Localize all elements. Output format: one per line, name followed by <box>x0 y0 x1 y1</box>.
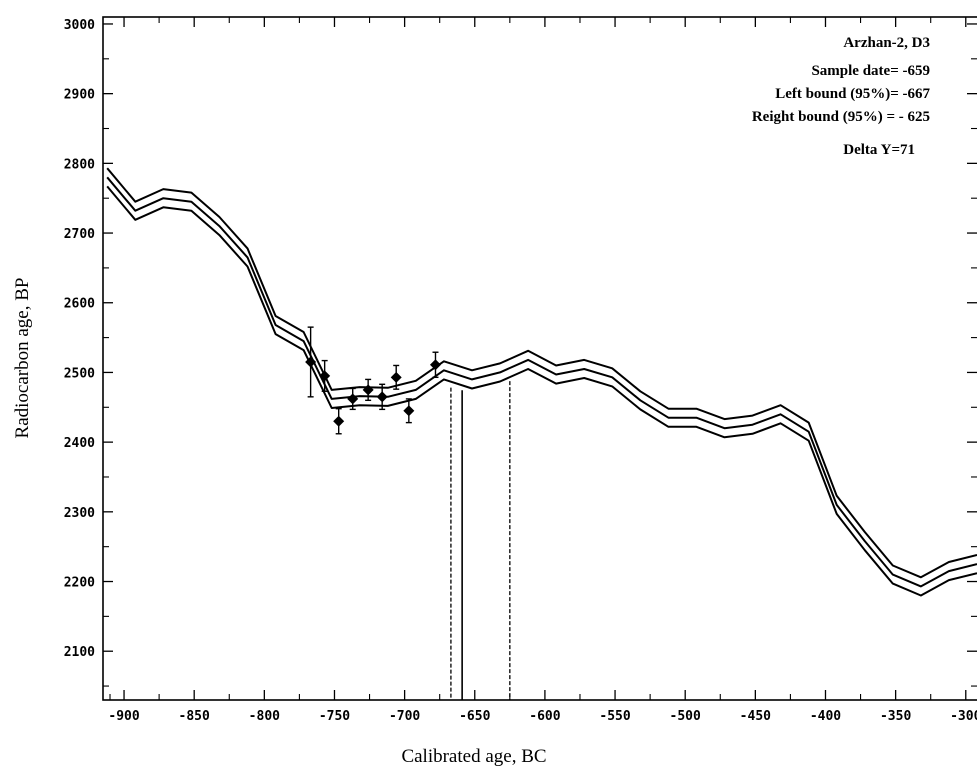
calibration-curves <box>106 167 977 597</box>
sample-point <box>319 370 331 382</box>
sample-point <box>333 415 345 427</box>
plot-area <box>102 16 977 701</box>
annotation-left-bound: Left bound (95%)= -667 <box>775 86 930 102</box>
x-axis-ticks: -900 -850 -800 -750 -700 -650 -600 -550 -500 -450… <box>108 17 977 724</box>
x-tick-label: -350 <box>880 709 911 724</box>
plot-frame <box>102 16 977 701</box>
annotation-delta-y: Delta Y=71 <box>843 142 915 158</box>
x-tick-label: -650 <box>459 709 490 724</box>
annotation-title: Arzhan-2, D3 <box>843 35 930 51</box>
y-axis-ticks: 2100 2200 2300 2400 2500 2600 2700 2800 2900 3000 <box>64 18 977 687</box>
x-tick-label: -700 <box>389 709 420 724</box>
y-tick-label: 2500 <box>64 366 95 381</box>
y-tick-label: 2800 <box>64 157 95 172</box>
date-bounds <box>450 381 511 700</box>
x-tick-label: -750 <box>319 709 350 724</box>
y-tick-label: 2200 <box>64 576 95 591</box>
y-tick-label: 2600 <box>64 297 95 312</box>
y-tick-label: 2300 <box>64 506 95 521</box>
x-tick-label: -450 <box>740 709 771 724</box>
sample-point <box>305 356 317 368</box>
x-tick-label: -600 <box>529 709 560 724</box>
x-tick-label: -500 <box>670 709 701 724</box>
y-tick-label: 3000 <box>64 18 95 33</box>
x-tick-label: -800 <box>249 709 280 724</box>
sample-point <box>429 359 441 371</box>
sample-point <box>390 371 402 383</box>
sample-point <box>376 391 388 403</box>
sample-points <box>305 326 441 435</box>
x-tick-label: -400 <box>810 709 841 724</box>
y-axis-title: Radiocarbon age, BP <box>12 278 33 439</box>
calibration-upper-line <box>106 167 977 579</box>
annotation-right-bound: Reight bound (95%) = - 625 <box>752 109 930 125</box>
y-tick-label: 2400 <box>64 436 95 451</box>
x-axis-title: Calibrated age, BC <box>401 746 546 767</box>
x-tick-label: -550 <box>599 709 630 724</box>
x-tick-label: -900 <box>108 709 139 724</box>
x-tick-label: -300 <box>950 709 977 724</box>
x-tick-label: -850 <box>179 709 210 724</box>
sample-point <box>362 384 374 396</box>
sample-point <box>403 405 415 417</box>
y-tick-label: 2900 <box>64 88 95 103</box>
calibration-lower-line <box>106 185 977 597</box>
calibration-center-line <box>106 176 977 588</box>
sample-point <box>347 393 359 405</box>
annotation-sample-date: Sample date= -659 <box>811 63 930 79</box>
y-tick-label: 2700 <box>64 227 95 242</box>
y-tick-label: 2100 <box>64 645 95 660</box>
